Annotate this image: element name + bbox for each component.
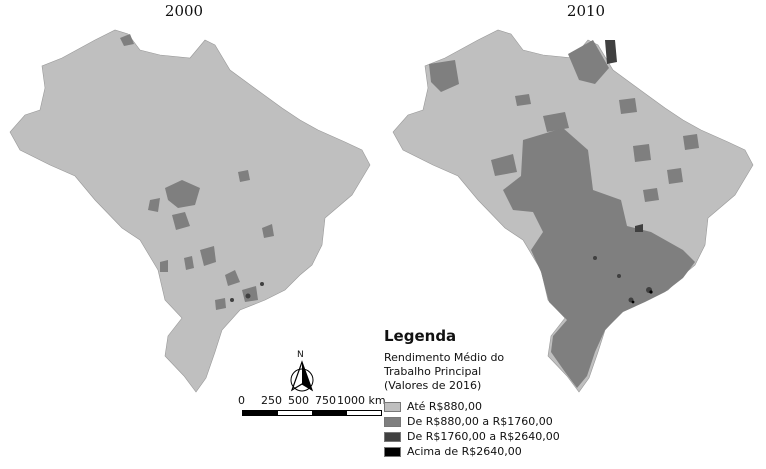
scale-tick-750: 750 [315, 394, 336, 407]
legend-subtitle-line-3: (Valores de 2016) [384, 379, 482, 392]
regions-mid-2000 [120, 34, 274, 310]
legend-item: De R$1760,00 a R$2640,00 [384, 429, 584, 444]
regions-high-2010 [593, 40, 652, 303]
legend-swatch [384, 416, 401, 427]
map-title-2000: 2000 [164, 2, 204, 20]
regions-mid-2010 [429, 40, 699, 388]
legend-label: De R$1760,00 a R$2640,00 [407, 430, 560, 443]
legend-label: Acima de R$2640,00 [407, 445, 522, 458]
legend: Legenda Rendimento Médio do Trabalho Pri… [384, 327, 584, 459]
legend-subtitle-line-2: Trabalho Principal [384, 365, 482, 378]
regions-top-2010 [631, 290, 653, 304]
scale-tick-0: 0 [238, 394, 245, 407]
legend-title: Legenda [384, 327, 457, 345]
scale-tick-250: 250 [261, 394, 282, 407]
legend-item: Acima de R$2640,00 [384, 444, 584, 459]
legend-swatch [384, 431, 401, 442]
brazil-outline-2000 [9, 29, 371, 393]
scale-tick-1000: 1000 km [337, 394, 386, 407]
scale-bar-graphic [242, 410, 382, 416]
map-title-2010: 2010 [566, 2, 606, 20]
north-arrow-label: N [297, 350, 304, 360]
brazil-map-2000 [9, 29, 371, 393]
legend-item: De R$880,00 a R$1760,00 [384, 414, 584, 429]
brazil-map-2010 [392, 29, 754, 393]
north-arrow-icon [290, 360, 314, 392]
scale-bar: 0 250 500 750 1000 km [238, 394, 388, 424]
legend-subtitle-line-1: Rendimento Médio do [384, 351, 505, 364]
legend-swatch [384, 446, 401, 457]
scale-tick-500: 500 [288, 394, 309, 407]
regions-high-2000 [230, 282, 264, 302]
legend-item: Até R$880,00 [384, 399, 584, 414]
legend-label: Até R$880,00 [407, 400, 483, 413]
legend-label: De R$880,00 a R$1760,00 [407, 415, 553, 428]
legend-swatch [384, 401, 401, 412]
